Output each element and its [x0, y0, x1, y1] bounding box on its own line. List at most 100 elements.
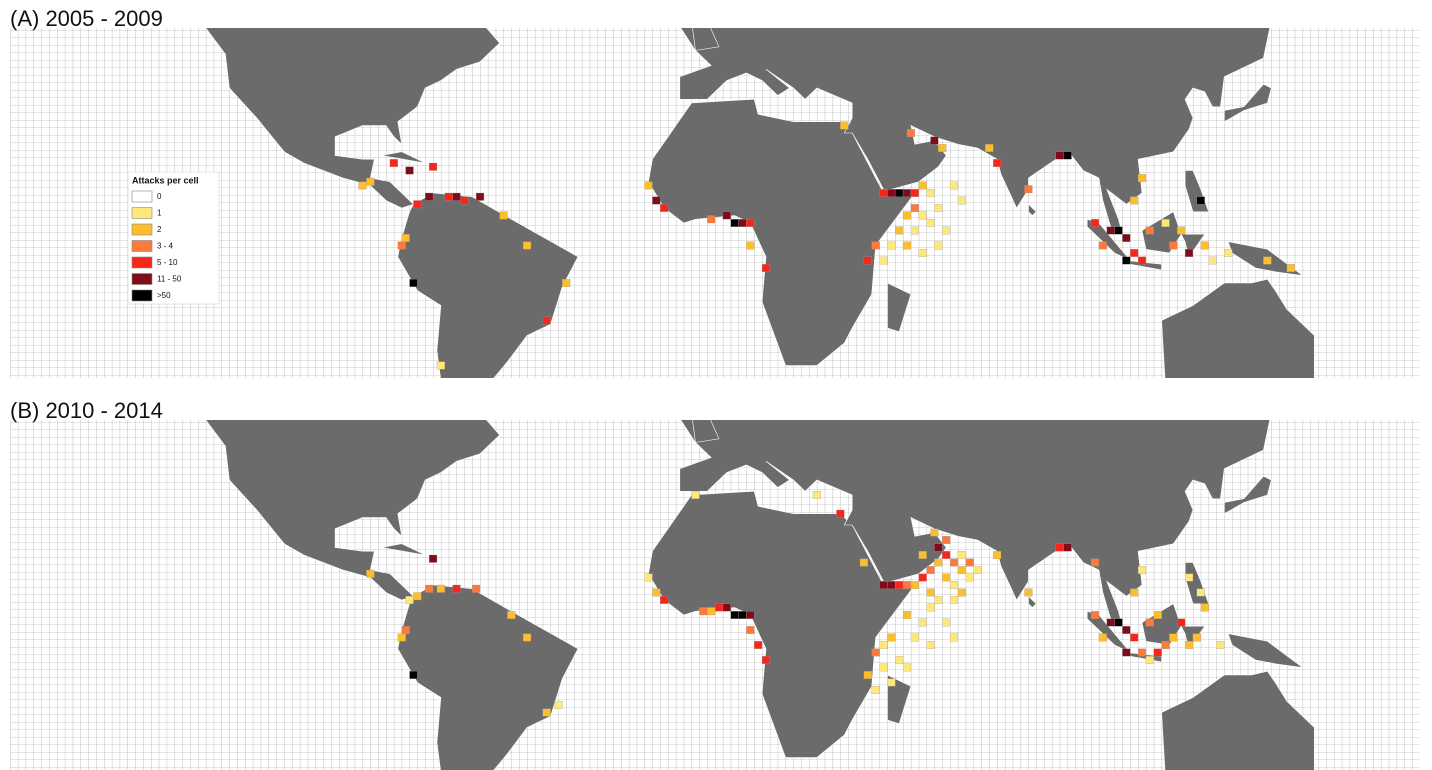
land: [887, 674, 912, 725]
attack-cell: [910, 189, 919, 197]
attack-cell: [389, 159, 398, 167]
attack-cell: [926, 603, 935, 612]
attack-cell: [902, 189, 912, 197]
land: [204, 28, 501, 209]
attack-cell: [761, 656, 771, 664]
attack-cell: [1130, 249, 1139, 257]
land: [204, 420, 501, 601]
attack-cell: [707, 215, 716, 224]
panel-title: (B) 2010 - 2014: [10, 398, 163, 423]
attack-cell: [1024, 588, 1033, 597]
legend-label: 0: [157, 192, 162, 201]
attack-cell: [1137, 174, 1147, 182]
attack-cell: [887, 581, 896, 589]
legend-label: 1: [157, 209, 162, 218]
attack-cell: [452, 584, 461, 593]
attack-cell: [1114, 226, 1123, 235]
legend-label: >50: [157, 291, 171, 300]
attack-cell: [1145, 226, 1154, 235]
attack-cell: [918, 181, 927, 190]
attack-cell: [730, 611, 739, 619]
attack-cell: [746, 626, 755, 634]
legend-title: Attacks per cell: [132, 175, 199, 185]
attack-cell: [1090, 558, 1100, 567]
attack-cell: [863, 256, 872, 265]
land: [1223, 475, 1272, 515]
attack-cell: [1169, 633, 1178, 642]
attack-cell: [1161, 219, 1170, 227]
attack-cell: [887, 189, 896, 197]
attack-cell: [460, 196, 469, 205]
attack-cell: [1169, 241, 1178, 250]
attack-cell: [1145, 618, 1154, 627]
attack-cell: [887, 678, 896, 687]
attack-cell: [934, 558, 943, 567]
land: [1223, 83, 1272, 123]
attack-cell: [863, 671, 872, 679]
legend-swatch: [131, 240, 153, 252]
attack-cell: [895, 656, 904, 664]
attack-cell: [754, 641, 763, 649]
attack-cell: [722, 211, 731, 220]
attack-cell: [1184, 573, 1194, 582]
attack-cell: [840, 121, 849, 130]
land: [692, 420, 720, 443]
attack-cell: [397, 633, 406, 642]
attack-cell: [1130, 588, 1139, 597]
attack-cell: [1055, 151, 1064, 160]
attack-cell: [1137, 256, 1147, 265]
attack-cell: [714, 603, 724, 612]
attack-cell: [409, 279, 418, 287]
attack-cell: [1196, 196, 1205, 205]
attack-cell: [1122, 256, 1131, 265]
attack-cell: [942, 226, 951, 235]
attack-cell: [444, 192, 453, 201]
attack-cell: [879, 189, 888, 197]
attack-cell: [902, 581, 912, 589]
attack-cell: [746, 241, 755, 250]
attack-cell: [879, 256, 888, 265]
attack-cell: [436, 361, 445, 370]
attack-cell: [1216, 641, 1225, 649]
attack-cell: [746, 219, 755, 227]
attack-cell: [730, 219, 739, 227]
legend-label: 5 - 10: [157, 258, 178, 267]
attack-cell: [871, 241, 880, 250]
attack-cell: [902, 611, 912, 619]
attack-cell: [985, 144, 994, 152]
attack-cell: [942, 573, 951, 582]
attack-cell: [993, 159, 1002, 167]
attack-cell: [409, 671, 418, 679]
attack-cell: [934, 543, 943, 552]
attack-cell: [660, 596, 669, 604]
attack-cell: [1224, 249, 1233, 257]
attack-cell: [707, 607, 716, 616]
attack-cell: [738, 611, 747, 619]
map-panel: (B) 2010 - 2014: [10, 398, 1420, 770]
attack-cell: [965, 573, 974, 582]
attack-cell: [522, 633, 532, 642]
attack-cell: [887, 633, 896, 642]
attack-cell: [910, 633, 919, 642]
legend-swatch: [131, 190, 153, 203]
land: [382, 543, 426, 556]
legend-swatch: [131, 223, 153, 236]
attack-cell: [1106, 618, 1115, 627]
attack-cell: [1177, 226, 1186, 235]
land: [648, 98, 916, 366]
attack-cell: [452, 192, 461, 201]
land: [692, 28, 720, 51]
attack-cell: [436, 584, 445, 593]
attack-cell: [926, 189, 935, 197]
attack-cell: [522, 241, 532, 250]
attack-cell: [1130, 196, 1139, 205]
attack-cell: [475, 192, 485, 201]
attack-cell: [644, 573, 653, 582]
attack-cell: [879, 641, 888, 649]
attack-cell: [918, 211, 927, 220]
attack-cell: [993, 551, 1002, 559]
attack-cell: [902, 241, 912, 250]
attack-cell: [746, 611, 755, 619]
map-panel: (A) 2005 - 2009: [10, 6, 1420, 378]
attack-cell: [507, 611, 516, 619]
